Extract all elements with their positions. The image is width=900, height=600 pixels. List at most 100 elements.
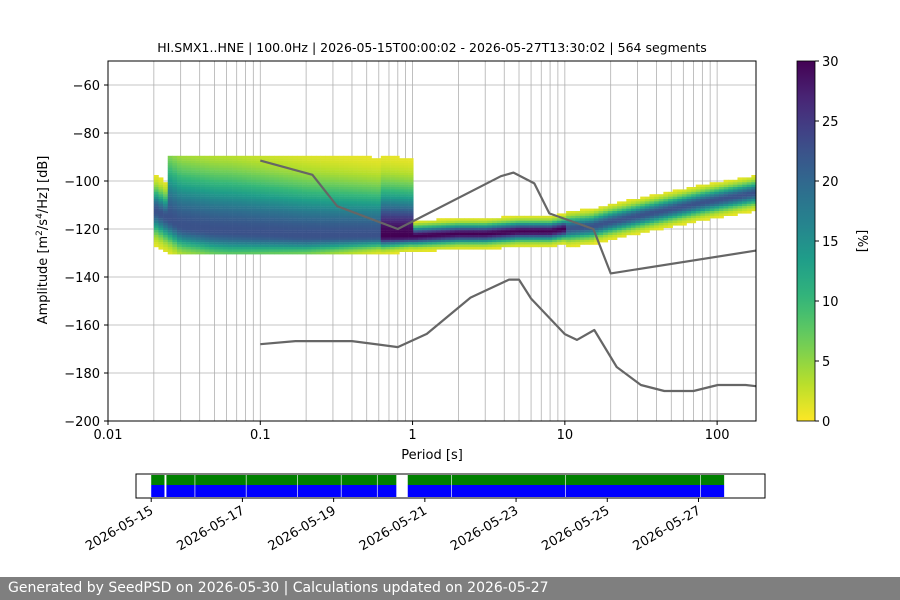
heatmap-cell <box>737 179 743 183</box>
heatmap-cell <box>223 175 229 178</box>
heatmap-cell <box>297 208 303 212</box>
heatmap-cell <box>218 201 224 204</box>
heatmap-cell <box>297 247 303 250</box>
heatmap-cell <box>200 175 206 178</box>
heatmap-cell <box>288 163 294 166</box>
heatmap-cell <box>366 167 372 171</box>
heatmap-cell <box>158 187 164 190</box>
heatmap-cell <box>371 239 377 243</box>
heatmap-cell <box>260 211 266 214</box>
heatmap-cell <box>200 206 206 209</box>
heatmap-cell <box>297 235 303 238</box>
heatmap-cell <box>274 191 280 195</box>
heatmap-cell <box>227 194 233 197</box>
heatmap-cell <box>302 199 307 202</box>
heatmap-cell <box>223 191 229 195</box>
heatmap-cell <box>218 167 224 171</box>
heatmap-cell <box>246 179 252 183</box>
heatmap-cell <box>371 223 377 226</box>
heatmap-cell <box>302 179 307 183</box>
heatmap-cell <box>394 155 400 159</box>
heatmap-cell <box>204 239 210 243</box>
heatmap-cell <box>190 191 196 195</box>
heatmap-cell <box>177 208 182 212</box>
heatmap-cell <box>598 218 604 221</box>
heatmap-cell <box>552 237 558 240</box>
heatmap-cell <box>246 239 252 243</box>
heatmap-cell <box>380 251 386 255</box>
heatmap-cell <box>334 189 340 192</box>
heatmap-cell <box>315 158 321 161</box>
heatmap-cell <box>718 187 724 190</box>
heatmap-cell <box>167 220 173 224</box>
heatmap-cell <box>297 160 303 164</box>
heatmap-cell <box>237 182 243 185</box>
heatmap-cell <box>686 206 692 209</box>
heatmap-cell <box>695 184 701 188</box>
heatmap-cell <box>547 242 553 245</box>
heatmap-cell <box>658 194 664 197</box>
heatmap-cell <box>403 215 409 219</box>
heatmap-cell <box>542 223 548 226</box>
heatmap-cell <box>654 223 660 226</box>
heatmap-cell <box>501 232 507 236</box>
heatmap-cell <box>329 218 335 221</box>
heatmap-cell <box>255 244 261 248</box>
heatmap-cell <box>584 235 590 238</box>
heatmap-cell <box>413 225 419 228</box>
heatmap-cell <box>339 155 345 159</box>
heatmap-cell <box>163 218 169 221</box>
psd-heatmap <box>153 155 757 255</box>
heatmap-cell <box>172 213 178 216</box>
heatmap-cell <box>635 220 641 224</box>
heatmap-cell <box>181 199 187 202</box>
heatmap-cell <box>612 235 618 238</box>
heatmap-cell <box>593 218 599 221</box>
heatmap-cell <box>186 184 192 188</box>
heatmap-cell <box>538 225 544 228</box>
heatmap-cell <box>464 223 470 226</box>
heatmap-cell <box>505 218 511 221</box>
heatmap-cell <box>436 244 442 248</box>
heatmap-cell <box>177 220 182 224</box>
heatmap-cell <box>482 242 488 245</box>
heatmap-cell <box>362 199 368 202</box>
heatmap-cell <box>343 211 349 214</box>
heatmap-cell <box>329 211 335 214</box>
heatmap-cell <box>260 249 266 252</box>
heatmap-cell <box>519 215 525 219</box>
heatmap-cell <box>232 199 238 202</box>
heatmap-cell <box>751 206 757 209</box>
heatmap-cell <box>334 235 340 238</box>
heatmap-cell <box>241 160 247 164</box>
heatmap-cell <box>190 251 196 255</box>
heatmap-cell <box>348 194 354 197</box>
heatmap-cell <box>399 208 405 212</box>
heatmap-cell <box>302 170 307 173</box>
heatmap-cell <box>436 218 442 221</box>
heatmap-cell <box>348 165 354 168</box>
heatmap-cell <box>177 199 182 202</box>
heatmap-cell <box>501 225 507 228</box>
heatmap-cell <box>700 196 706 200</box>
heatmap-cell <box>158 203 164 207</box>
heatmap-cell <box>376 163 382 166</box>
heatmap-cell <box>357 158 363 161</box>
heatmap-cell <box>204 196 210 200</box>
heatmap-cell <box>524 239 530 243</box>
heatmap-cell <box>255 201 261 204</box>
heatmap-cell <box>403 244 409 248</box>
heatmap-cell <box>278 160 284 164</box>
heatmap-cell <box>399 165 405 168</box>
heatmap-cell <box>227 237 233 240</box>
heatmap-cell <box>445 232 451 236</box>
heatmap-cell <box>311 167 317 171</box>
heatmap-cell <box>598 227 604 231</box>
heatmap-cell <box>380 201 386 204</box>
heatmap-cell <box>464 242 470 245</box>
heatmap-cell <box>292 218 298 221</box>
heatmap-cell <box>436 227 442 231</box>
heatmap-cell <box>672 213 678 216</box>
heatmap-cell <box>288 201 294 204</box>
heatmap-cell <box>376 172 382 176</box>
